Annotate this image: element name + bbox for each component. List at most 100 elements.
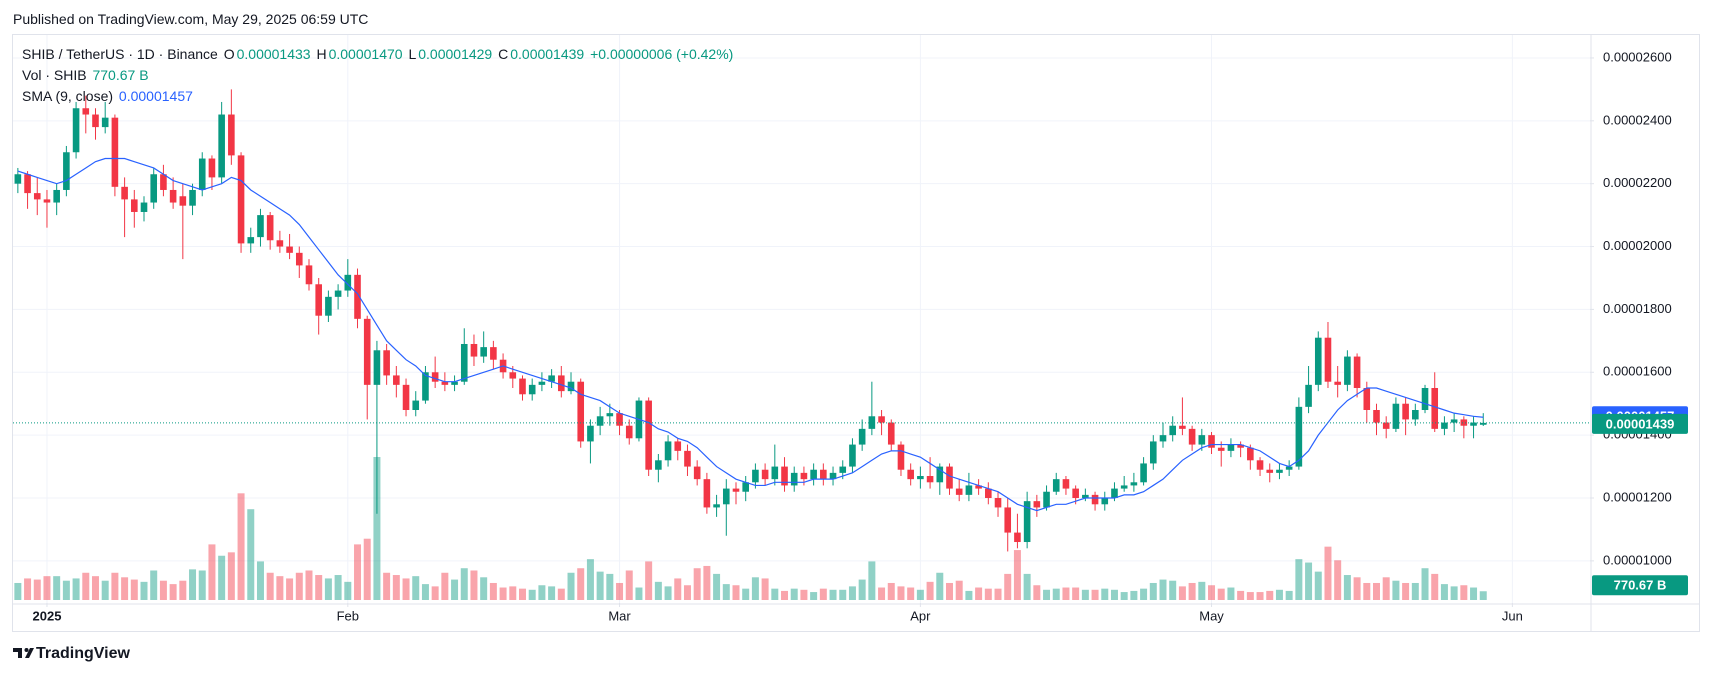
candle-body (1149, 441, 1157, 464)
candle-body (684, 450, 691, 467)
candle-body (1062, 479, 1070, 489)
change: +0.00000006 (+0.42%) (590, 46, 734, 62)
volume-bar (1363, 582, 1371, 600)
y-tick-label: 0.00002600 (1603, 49, 1672, 64)
volume-bar (1411, 582, 1419, 600)
volume-bar (790, 588, 798, 600)
candle-body (1421, 387, 1429, 410)
volume-bar (334, 575, 342, 600)
volume-bar (586, 559, 594, 600)
candle-body (490, 347, 497, 360)
volume-bar (751, 577, 759, 600)
candle-body (1431, 387, 1439, 429)
candle-body (160, 174, 167, 190)
candle-body (1295, 406, 1303, 467)
candle-body (441, 381, 449, 385)
brand: TradingView (36, 645, 130, 662)
volume-bar (548, 586, 556, 600)
candle-body (655, 460, 662, 470)
volume-bar (848, 586, 856, 600)
volume-bar (276, 576, 284, 600)
volume-bar (1479, 591, 1487, 600)
volume-bar (1169, 580, 1177, 600)
x-tick-label: Apr (910, 608, 931, 623)
candle-body (955, 488, 963, 495)
candle-body (33, 193, 41, 200)
candle-body (1198, 435, 1206, 445)
volume-bar (179, 580, 187, 600)
volume-bar (509, 586, 517, 600)
volume-bar (1305, 562, 1313, 600)
volume-bar (1440, 584, 1448, 600)
volume-bar (1295, 559, 1303, 600)
volume-bar (1188, 582, 1196, 600)
y-tick-label: 0.00001600 (1603, 364, 1672, 379)
candle-body (1091, 494, 1099, 505)
close-badge: 0.00001439 (1606, 416, 1675, 431)
volume-bar (1043, 589, 1051, 600)
volume-bar (1052, 588, 1060, 600)
volume-bar (1431, 573, 1439, 600)
candle-body (907, 469, 914, 480)
volume-bar (1004, 573, 1012, 600)
volume-bar (1373, 582, 1380, 600)
candle-body (509, 372, 517, 379)
sma-label: SMA (9, close) (22, 88, 114, 104)
volume-bar (159, 580, 167, 600)
volume-bar (421, 584, 429, 600)
candle-body (703, 479, 711, 508)
volume-bar (227, 552, 235, 600)
volume-bar (412, 576, 420, 600)
y-tick-label: 0.00001800 (1603, 301, 1672, 316)
volume-bar (1353, 577, 1361, 600)
candle-body (354, 274, 361, 319)
candle-body (1101, 498, 1109, 505)
volume-bar (1140, 588, 1148, 600)
volume-bar (62, 580, 70, 600)
ohlc-value: 0.00001470 (328, 46, 403, 62)
volume-bar (761, 578, 769, 600)
candle-body (1344, 356, 1351, 385)
candle-body (771, 466, 779, 480)
volume-bar (1023, 573, 1031, 600)
volume-bar (819, 588, 827, 600)
volume-bar (237, 493, 245, 600)
volume-bar (926, 581, 934, 600)
volume-bar (305, 570, 313, 600)
volume-bar (441, 572, 449, 600)
candle-body (820, 469, 827, 480)
volume-bar (354, 544, 362, 600)
volume-bar (878, 587, 886, 600)
volume-bar (256, 561, 264, 600)
volume-bar (897, 586, 905, 600)
brand-logo (13, 648, 34, 658)
volume-bar (344, 581, 352, 600)
x-tick-label: Feb (337, 608, 359, 623)
candle-body (53, 189, 60, 203)
candle-body (722, 488, 730, 505)
volume-bar (907, 587, 915, 600)
candle-body (732, 488, 740, 492)
volume-bar (1033, 585, 1041, 600)
volume-bar (528, 589, 536, 600)
candle-body (849, 444, 856, 467)
candle-body (1479, 422, 1487, 425)
candle-body (674, 441, 682, 451)
volume-bar (14, 582, 22, 600)
volume-bar (1334, 560, 1342, 600)
candle-body (596, 416, 604, 426)
candle-body (92, 114, 99, 128)
candle-body (131, 199, 138, 212)
candle-body (1392, 403, 1400, 429)
volume-bar (1285, 590, 1293, 600)
candle-body (790, 472, 798, 486)
volume-bar (1246, 592, 1254, 600)
volume-bar (218, 555, 226, 600)
candle-body (315, 284, 322, 316)
volume-bar (1275, 589, 1283, 600)
ohlc-label: L (408, 46, 417, 62)
candle-body (1227, 444, 1235, 451)
legend-row: SMA (9, close) 0.00001457 (22, 86, 735, 107)
candle-body (587, 425, 594, 442)
volume-bar (1450, 586, 1458, 600)
